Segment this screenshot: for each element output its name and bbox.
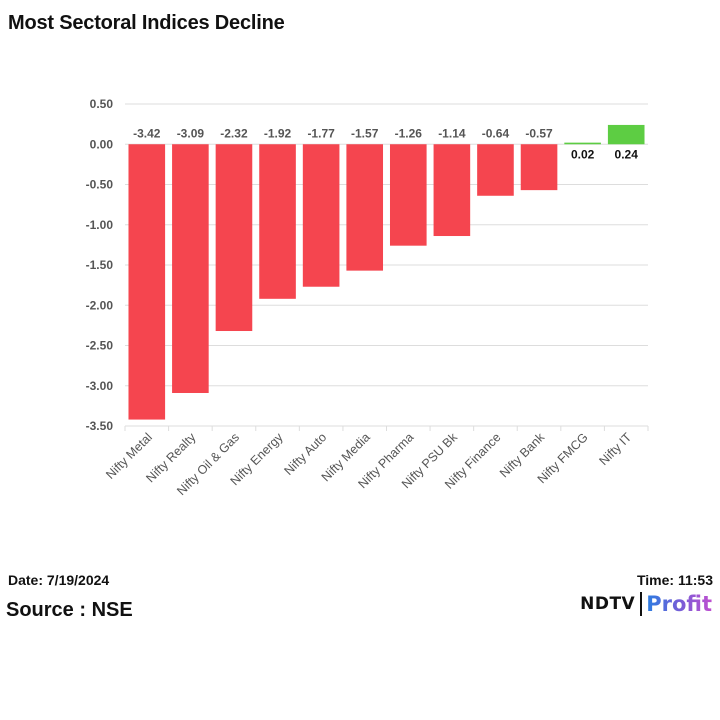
bar <box>128 144 166 420</box>
y-tick-label: -2.00 <box>86 298 114 312</box>
y-tick-label: -1.00 <box>86 218 114 232</box>
data-label: 0.02 <box>571 147 595 161</box>
data-label: -3.42 <box>133 126 161 140</box>
y-tick-label: -1.50 <box>86 258 114 272</box>
chart-title: Most Sectoral Indices Decline <box>8 12 285 34</box>
data-label: -3.09 <box>177 126 205 140</box>
date-label: Date: 7/19/2024 <box>8 572 110 588</box>
bar <box>433 144 471 237</box>
data-label: -0.57 <box>525 126 553 140</box>
y-tick-label: -3.00 <box>86 379 114 393</box>
bar <box>607 124 645 145</box>
y-tick-label: -0.50 <box>86 178 114 192</box>
data-label: -0.64 <box>482 126 510 140</box>
bar <box>389 144 427 246</box>
data-label: -1.92 <box>264 126 292 140</box>
data-label: -1.77 <box>307 126 335 140</box>
source-label: Source : NSE <box>6 599 133 621</box>
x-tick-label: Nifty IT <box>596 430 634 468</box>
bar <box>215 144 253 332</box>
bar <box>477 144 514 196</box>
bar <box>259 144 296 299</box>
logo-profit-text: Profit <box>646 592 712 616</box>
logo-ndtv-text: NDTV <box>580 594 636 614</box>
y-tick-label: -3.50 <box>86 419 114 433</box>
bar <box>172 144 209 393</box>
data-label: -1.57 <box>351 126 379 140</box>
bar <box>564 142 601 145</box>
y-tick-label: -2.50 <box>86 339 114 353</box>
data-label: -1.26 <box>395 126 423 140</box>
bar <box>302 144 340 287</box>
data-label: -2.32 <box>220 126 248 140</box>
bar <box>520 144 558 191</box>
ndtv-profit-logo: NDTV Profit <box>580 590 712 618</box>
time-label: Time: 11:53 <box>636 572 713 588</box>
logo-separator <box>640 592 643 616</box>
bar-chart: 0.50 0.00 -0.50 -1.00 -1.50 -2.00 -2.50 -3.00 -3… <box>86 97 649 498</box>
data-label: -1.14 <box>438 126 466 140</box>
bar <box>346 144 384 271</box>
y-tick-label: 0.00 <box>90 137 114 151</box>
y-tick-label: 0.50 <box>90 97 114 111</box>
data-label: 0.24 <box>615 147 639 161</box>
